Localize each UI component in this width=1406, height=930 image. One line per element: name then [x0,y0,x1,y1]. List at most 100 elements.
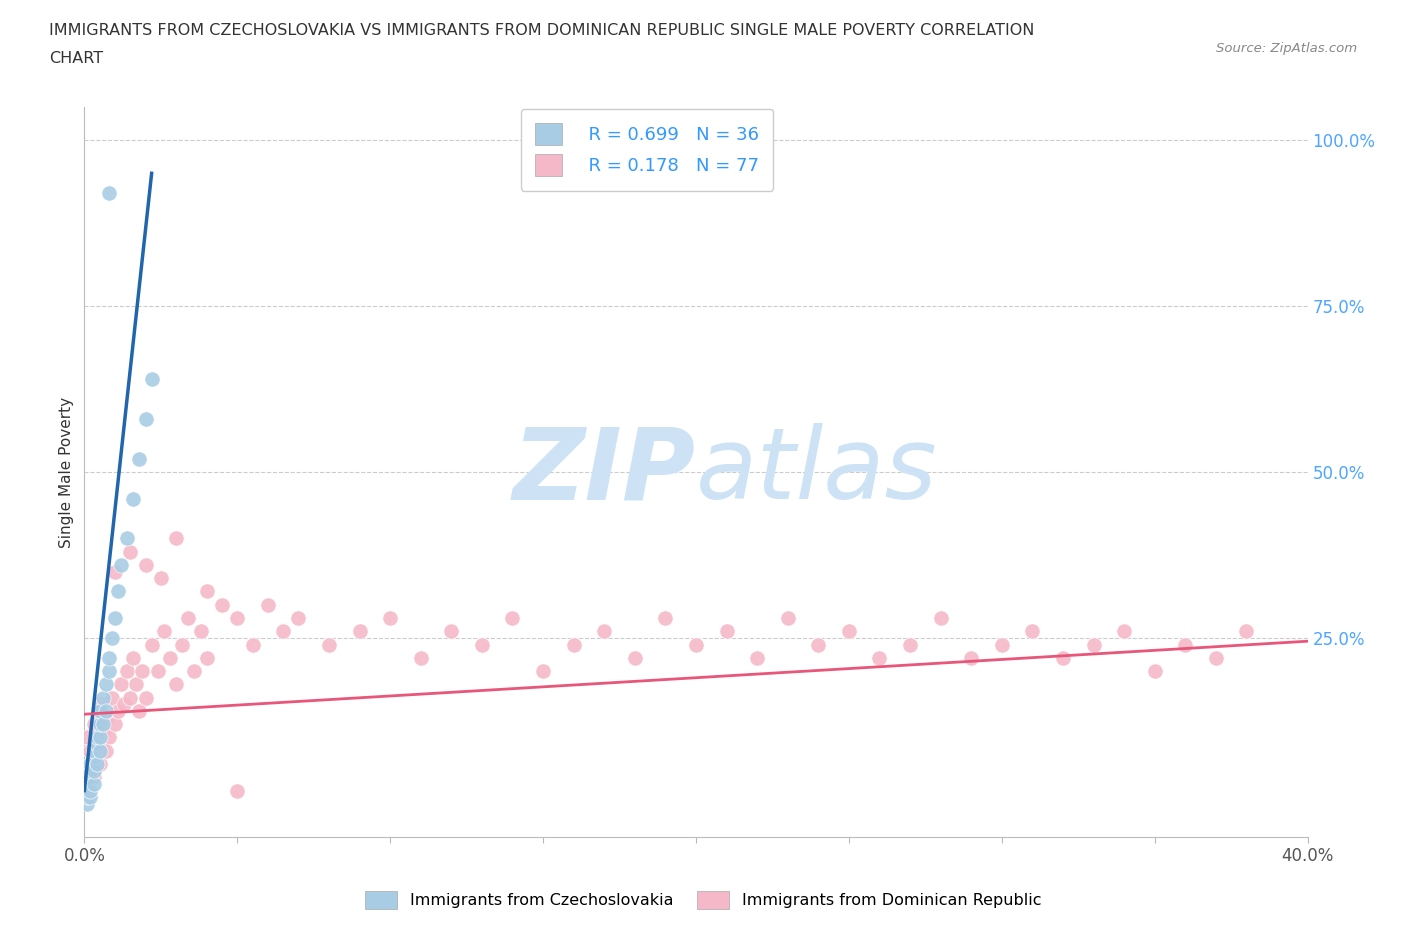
Point [79,743,101,758]
Point [183,664,205,679]
Point [502,611,524,626]
Point [195,650,218,665]
Point [271,624,294,639]
Point [747,650,769,665]
Point [211,597,233,612]
Text: atlas: atlas [696,423,938,521]
Point [172,637,194,652]
Point [83,750,105,764]
Point [409,650,432,665]
Point [716,624,738,639]
Point [97,186,120,201]
Point [380,611,402,626]
Point [101,631,124,645]
Point [86,737,108,751]
Point [141,637,163,652]
Point [83,770,105,785]
Point [86,730,108,745]
Point [141,372,163,387]
Point [1083,637,1105,652]
Text: IMMIGRANTS FROM CZECHOSLOVAKIA VS IMMIGRANTS FROM DOMINICAN REPUBLIC SINGLE MALE: IMMIGRANTS FROM CZECHOSLOVAKIA VS IMMIGR… [49,23,1035,38]
Point [79,790,101,804]
Point [94,703,117,718]
Point [86,757,108,772]
Point [257,597,280,612]
Point [807,637,830,652]
Point [86,737,108,751]
Point [97,664,120,679]
Point [76,790,98,804]
Point [76,783,98,798]
Point [128,703,150,718]
Point [128,451,150,466]
Point [91,717,114,732]
Point [97,650,120,665]
Point [76,796,98,811]
Point [112,697,135,711]
Point [1174,637,1197,652]
Point [120,690,142,705]
Point [79,770,101,785]
Point [149,571,172,586]
Point [107,703,129,718]
Point [318,637,340,652]
Point [76,730,98,745]
Point [898,637,921,652]
Point [89,703,111,718]
Point [79,764,101,778]
Point [89,717,111,732]
Point [991,637,1014,652]
Text: ZIP: ZIP [513,423,696,521]
Point [104,611,127,626]
Point [94,677,117,692]
Point [146,664,169,679]
Point [120,544,142,559]
Point [94,743,117,758]
Point [83,743,105,758]
Point [94,711,117,725]
Point [471,637,494,652]
Legend:   R = 0.699   N = 36,   R = 0.178   N = 77: R = 0.699 N = 36, R = 0.178 N = 77 [520,109,773,191]
Point [76,777,98,791]
Point [107,584,129,599]
Point [89,743,111,758]
Point [242,637,264,652]
Point [115,664,138,679]
Point [89,730,111,745]
Point [1143,664,1166,679]
Point [287,611,309,626]
Text: Source: ZipAtlas.com: Source: ZipAtlas.com [1216,42,1357,55]
Point [104,717,127,732]
Point [593,624,616,639]
Y-axis label: Single Male Poverty: Single Male Poverty [59,396,75,548]
Point [929,611,952,626]
Point [135,557,157,572]
Point [131,664,153,679]
Point [79,757,101,772]
Point [1021,624,1043,639]
Point [226,611,249,626]
Point [177,611,200,626]
Point [165,677,187,692]
Point [89,757,111,772]
Point [165,531,187,546]
Point [195,584,218,599]
Point [122,491,145,506]
Point [159,650,181,665]
Legend: Immigrants from Czechoslovakia, Immigrants from Dominican Republic: Immigrants from Czechoslovakia, Immigran… [357,883,1049,917]
Point [685,637,707,652]
Point [83,764,105,778]
Point [83,717,105,732]
Point [125,677,148,692]
Point [960,650,983,665]
Point [531,664,554,679]
Point [440,624,463,639]
Point [110,677,132,692]
Point [104,565,127,579]
Point [153,624,176,639]
Point [776,611,799,626]
Point [91,690,114,705]
Point [135,690,157,705]
Point [83,777,105,791]
Point [838,624,860,639]
